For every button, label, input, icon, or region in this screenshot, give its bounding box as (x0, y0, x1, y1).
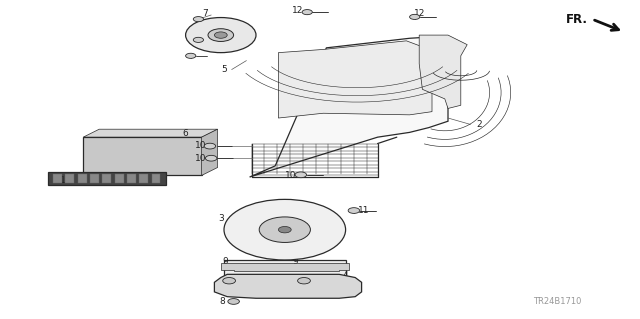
Bar (127, 174, 136, 183)
Text: 5: 5 (221, 65, 227, 74)
Text: 1: 1 (60, 176, 65, 185)
Text: 3: 3 (218, 214, 223, 223)
Circle shape (193, 17, 204, 22)
Polygon shape (250, 37, 448, 177)
Text: 4: 4 (343, 271, 348, 280)
Circle shape (204, 143, 216, 149)
Bar (48, 172, 166, 185)
Circle shape (298, 278, 310, 284)
Text: 7: 7 (193, 30, 198, 39)
Polygon shape (278, 41, 432, 118)
Polygon shape (214, 274, 362, 298)
Bar (102, 174, 111, 183)
Circle shape (186, 53, 196, 58)
Text: 6: 6 (183, 129, 188, 138)
Text: 8: 8 (220, 297, 225, 306)
Bar (203, 27, 239, 43)
Circle shape (186, 18, 256, 53)
Text: 2: 2 (476, 120, 481, 129)
Text: 9: 9 (293, 257, 298, 266)
Text: 10: 10 (195, 154, 206, 163)
Circle shape (295, 172, 307, 178)
Text: TR24B1710: TR24B1710 (532, 297, 581, 306)
Text: FR.: FR. (566, 13, 588, 26)
Text: 12: 12 (413, 9, 425, 18)
Circle shape (259, 217, 310, 242)
Circle shape (223, 278, 236, 284)
Bar (65, 174, 74, 183)
Bar (140, 174, 148, 183)
Circle shape (228, 299, 239, 304)
Text: 9: 9 (223, 257, 228, 266)
Polygon shape (419, 35, 467, 108)
Circle shape (193, 37, 204, 42)
Circle shape (205, 155, 217, 161)
Circle shape (302, 10, 312, 15)
Circle shape (410, 14, 420, 19)
Bar (90, 174, 99, 183)
Text: 12: 12 (292, 6, 303, 15)
Polygon shape (221, 263, 349, 271)
Circle shape (278, 226, 291, 233)
Text: 10: 10 (195, 141, 206, 150)
Circle shape (348, 208, 360, 213)
Circle shape (208, 29, 234, 41)
Bar (53, 174, 62, 183)
Bar (224, 260, 346, 286)
Bar (152, 174, 161, 183)
Polygon shape (202, 129, 218, 175)
Text: 10: 10 (285, 171, 297, 180)
Bar (77, 174, 86, 183)
Circle shape (214, 32, 227, 38)
Polygon shape (83, 129, 218, 137)
Bar (83, 137, 202, 175)
Circle shape (224, 199, 346, 260)
Bar (115, 174, 124, 183)
Text: 11: 11 (358, 206, 369, 215)
Text: 7: 7 (202, 9, 207, 18)
